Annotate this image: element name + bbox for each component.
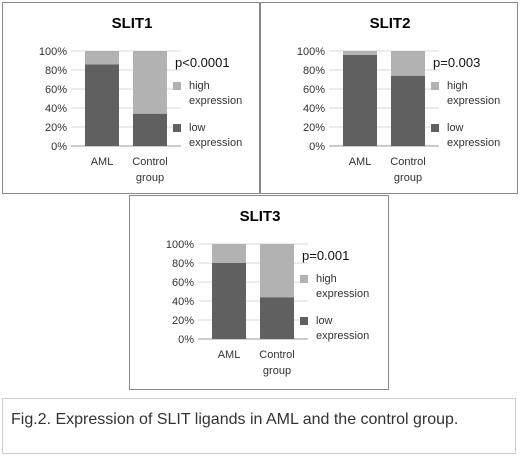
- legend-label: expression: [316, 330, 369, 342]
- chart-panel-slit3: SLIT3 0% 20% 40% 60% 80% 100% AML Control group p=…: [129, 195, 389, 390]
- bar-segment: [212, 244, 246, 263]
- y-tick-label: 40%: [45, 103, 67, 115]
- bar-segment: [260, 244, 294, 298]
- legend-label: high: [447, 80, 468, 92]
- y-tick-label: 40%: [172, 296, 194, 308]
- legend-label: low: [189, 122, 206, 134]
- y-tick-label: 60%: [45, 84, 67, 96]
- y-tick-label: 40%: [303, 103, 325, 115]
- legend-label: high: [189, 80, 210, 92]
- bar-segment: [85, 51, 119, 65]
- x-tick-label: Control: [259, 349, 294, 361]
- bar-segment: [391, 51, 425, 76]
- chart-title: SLIT3: [240, 208, 281, 225]
- p-value-annotation: p=0.003: [433, 55, 480, 70]
- chart-title: SLIT1: [112, 15, 153, 32]
- legend-swatch: [300, 317, 308, 325]
- legend-swatch: [300, 275, 308, 283]
- y-tick-label: 80%: [45, 65, 67, 77]
- y-tick-label: 20%: [45, 122, 67, 134]
- x-tick-label: group: [263, 365, 291, 377]
- bar-segment: [343, 54, 377, 146]
- legend-swatch: [431, 82, 439, 90]
- y-tick-label: 0%: [51, 141, 67, 153]
- y-tick-label: 100%: [297, 46, 325, 58]
- x-tick-label: AML: [349, 156, 372, 168]
- chart-title: SLIT2: [370, 15, 411, 32]
- y-tick-label: 60%: [303, 84, 325, 96]
- y-tick-label: 80%: [172, 258, 194, 270]
- legend-label: expression: [189, 137, 242, 149]
- y-tick-label: 20%: [303, 122, 325, 134]
- chart-svg-slit2: SLIT2 0% 20% 40% 60% 80% 100% AML Control group p=…: [297, 15, 500, 184]
- x-tick-label: AML: [218, 349, 241, 361]
- chart-panel-slit2: SLIT2 0% 20% 40% 60% 80% 100% AML Control group p=…: [260, 2, 518, 194]
- bar-segment: [133, 113, 167, 146]
- y-tick-label: 0%: [178, 334, 194, 346]
- y-tick-label: 60%: [172, 277, 194, 289]
- y-tick-label: 20%: [172, 315, 194, 327]
- legend-label: low: [447, 122, 464, 134]
- bar-segment: [85, 64, 119, 146]
- chart-panel-slit1: SLIT1 0% 20% 40% 60% 80% 100% AML Control group p<…: [2, 2, 260, 194]
- x-tick-label: group: [394, 172, 422, 184]
- p-value-annotation: p=0.001: [302, 248, 349, 263]
- legend-swatch: [173, 82, 181, 90]
- bar-segment: [391, 75, 425, 146]
- x-tick-label: group: [136, 172, 164, 184]
- legend-swatch: [431, 124, 439, 132]
- bar-segment: [133, 51, 167, 114]
- y-tick-label: 100%: [39, 46, 67, 58]
- x-tick-label: Control: [132, 156, 167, 168]
- legend-label: expression: [189, 95, 242, 107]
- bar-segment: [212, 263, 246, 339]
- bar-segment: [343, 51, 377, 55]
- legend-label: expression: [447, 137, 500, 149]
- y-tick-label: 80%: [303, 65, 325, 77]
- chart-svg-slit1: SLIT1 0% 20% 40% 60% 80% 100% AML Control group p<…: [39, 15, 242, 184]
- legend-label: low: [316, 315, 333, 327]
- p-value-annotation: p<0.0001: [175, 55, 230, 70]
- legend-label: expression: [316, 288, 369, 300]
- figure-caption: Fig.2. Expression of SLIT ligands in AML…: [11, 411, 459, 428]
- y-tick-label: 100%: [166, 239, 194, 251]
- x-tick-label: Control: [390, 156, 425, 168]
- bar-segment: [260, 297, 294, 339]
- y-tick-label: 0%: [309, 141, 325, 153]
- legend-label: high: [316, 273, 337, 285]
- x-tick-label: AML: [91, 156, 114, 168]
- legend-label: expression: [447, 95, 500, 107]
- legend-swatch: [173, 124, 181, 132]
- chart-svg-slit3: SLIT3 0% 20% 40% 60% 80% 100% AML Control group p=…: [166, 208, 369, 377]
- caption-box: Fig.2. Expression of SLIT ligands in AML…: [2, 398, 516, 454]
